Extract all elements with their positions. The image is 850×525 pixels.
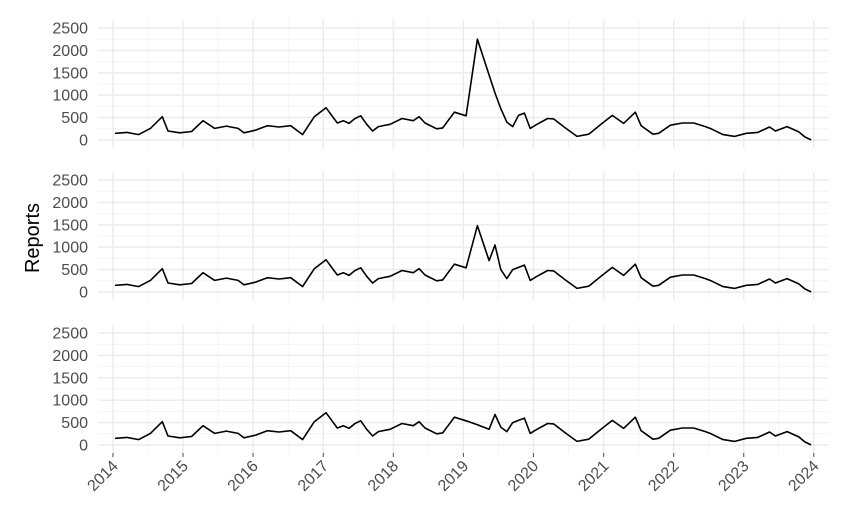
- x-tick-label: 2014: [85, 458, 122, 495]
- x-tick-label: 2017: [295, 458, 332, 495]
- x-tick-label: 2024: [785, 458, 822, 495]
- y-tick-label: 1000: [52, 88, 88, 105]
- y-tick-label: 2500: [52, 326, 88, 343]
- x-tick-label: 2023: [715, 458, 752, 495]
- y-tick-label: 500: [61, 110, 88, 127]
- x-tick-label: 2021: [575, 458, 612, 495]
- y-tick-label: 1000: [52, 240, 88, 257]
- y-axis-title: Reports: [22, 203, 44, 273]
- x-tick-label: 2020: [505, 458, 542, 495]
- x-tick-label: 2019: [435, 458, 472, 495]
- y-tick-label: 500: [61, 262, 88, 279]
- panels-group: 0 500 1000 1500 2000 2500 0 500 1000 1500 2000 2500…: [52, 20, 828, 455]
- series-line-panel-2: [114, 224, 812, 293]
- y-tick-label: 2000: [52, 195, 88, 212]
- panel-1: 0 500 1000 1500 2000 2500: [52, 20, 828, 150]
- y-tick-label: 500: [61, 415, 88, 432]
- y-tick-label: 2500: [52, 21, 88, 38]
- x-tick-label: 2016: [225, 458, 262, 495]
- y-tick-label: 0: [79, 133, 88, 150]
- y-tick-label: 1500: [52, 370, 88, 387]
- series-line-panel-3: [114, 411, 812, 446]
- y-tick-label: 0: [79, 438, 88, 455]
- x-tick-label: 2022: [645, 458, 682, 495]
- panel-3: 0 500 1000 1500 2000 2500: [52, 325, 828, 455]
- y-tick-label: 0: [79, 285, 88, 302]
- y-tick-label: 2000: [52, 43, 88, 60]
- series-line-panel-1: [114, 38, 812, 141]
- x-tick-label: 2015: [155, 458, 192, 495]
- y-tick-label: 2000: [52, 348, 88, 365]
- y-tick-label: 1500: [52, 65, 88, 82]
- y-tick-label: 1500: [52, 217, 88, 234]
- y-tick-label: 2500: [52, 173, 88, 190]
- x-tick-label: 2018: [365, 458, 402, 495]
- y-tick-label: 1000: [52, 393, 88, 410]
- x-axis: 2014 2015 2016 2017 2018 2019 2020 2021 2022 2023…: [85, 453, 823, 495]
- panel-2: 0 500 1000 1500 2000 2500: [52, 172, 828, 302]
